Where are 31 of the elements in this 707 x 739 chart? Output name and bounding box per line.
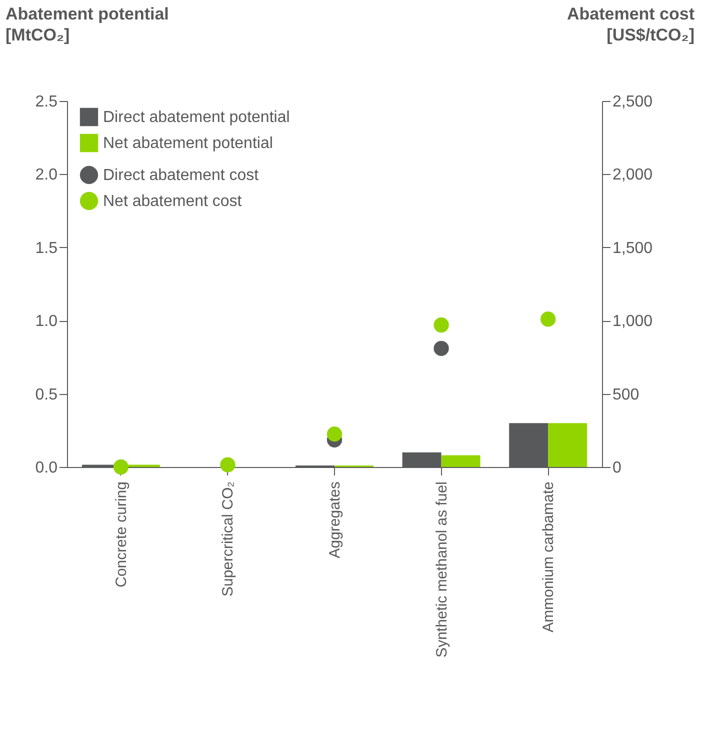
legend-label: Net abatement potential bbox=[103, 135, 273, 152]
y2-tick-label: 2,000 bbox=[612, 166, 653, 184]
x-tick-label: Supercritical CO₂ bbox=[220, 481, 237, 597]
y2-tick-label: 0 bbox=[612, 460, 622, 476]
y-tick-label: 1.0 bbox=[35, 313, 58, 330]
y2-tick-label: 1,500 bbox=[612, 240, 653, 257]
bar bbox=[441, 455, 480, 467]
point bbox=[326, 426, 342, 442]
y2-tick-label: 2,500 bbox=[612, 94, 653, 110]
point bbox=[113, 459, 129, 475]
y-tick-label: 0.0 bbox=[35, 460, 58, 476]
point bbox=[434, 317, 449, 333]
point bbox=[220, 457, 236, 472]
legend-label: Direct abatement cost bbox=[103, 167, 260, 184]
x-tick-label: Concrete curing bbox=[112, 482, 130, 588]
y-axis-title: Abatement potential [MtCO₂] bbox=[6, 4, 169, 44]
y-tick-label: 0.5 bbox=[35, 386, 58, 404]
y-tick-label: 1.5 bbox=[35, 240, 58, 257]
legend-label: Direct abatement potential bbox=[103, 109, 290, 126]
y2-axis-title: Abatement cost [US$/tCO₂] bbox=[566, 4, 695, 44]
legend-label: Net abatement cost bbox=[103, 193, 242, 210]
y-tick-label: 2.0 bbox=[35, 166, 58, 184]
point bbox=[434, 340, 449, 356]
bar bbox=[548, 423, 588, 467]
x-tick-label: Synthetic methanol as fuel bbox=[433, 482, 450, 658]
y2-tick-label: 1,000 bbox=[612, 313, 653, 330]
y2-tick-label: 500 bbox=[612, 386, 640, 404]
y-tick-label: 2.5 bbox=[35, 94, 58, 110]
x-tick-label: Ammonium carbamate bbox=[540, 482, 558, 632]
point bbox=[540, 312, 556, 327]
x-tick-label: Aggregates bbox=[326, 482, 344, 558]
